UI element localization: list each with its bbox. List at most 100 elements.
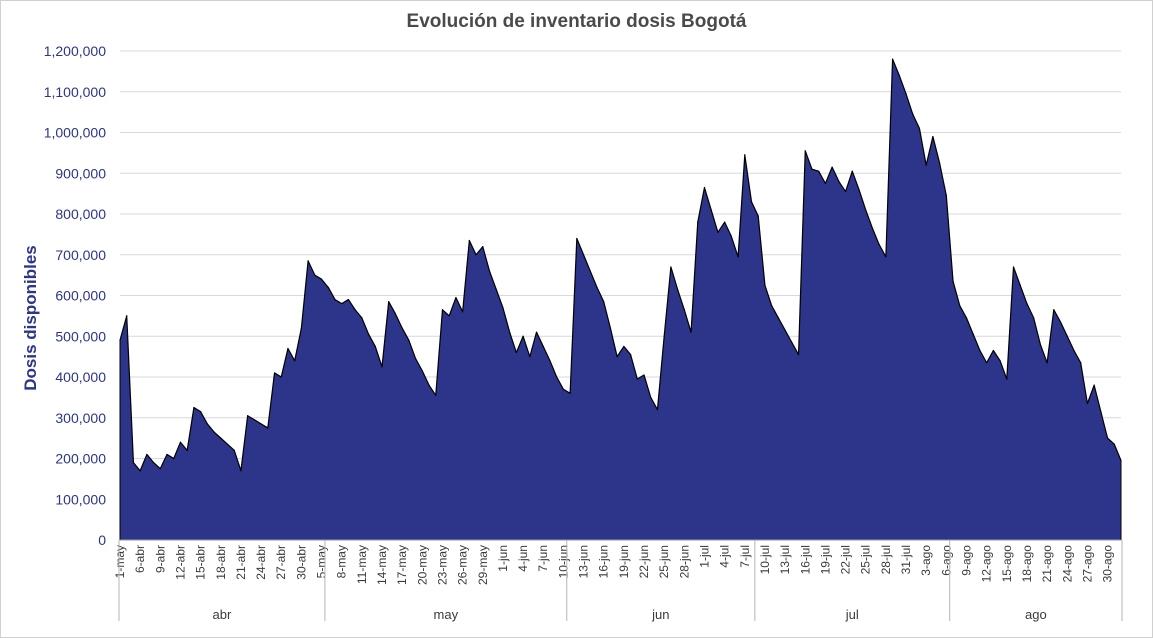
- x-tick-label: 16-jun: [597, 545, 611, 578]
- data-point: [697, 221, 699, 223]
- data-point: [831, 166, 833, 168]
- data-point: [354, 309, 356, 311]
- data-point: [636, 378, 638, 380]
- data-point: [173, 457, 175, 460]
- data-point: [287, 347, 289, 350]
- x-tick-label: 27-abr: [274, 545, 288, 580]
- x-tick-label: 30-ago: [1101, 545, 1115, 583]
- x-tick-label: 21-ago: [1040, 545, 1054, 583]
- data-point: [939, 162, 941, 164]
- data-point: [146, 453, 148, 456]
- data-point: [448, 315, 450, 317]
- data-point: [193, 406, 195, 409]
- data-point: [710, 209, 712, 211]
- x-tick-label: 1-jul: [697, 545, 711, 568]
- data-point: [784, 329, 786, 331]
- data-point: [771, 305, 773, 307]
- x-tick-label: 28-jun: [677, 545, 691, 578]
- data-point: [750, 201, 753, 203]
- y-tick-label: 800,000: [55, 206, 106, 222]
- x-tick-label: 15-ago: [1000, 545, 1014, 583]
- series-line: [119, 58, 1122, 472]
- data-point: [247, 415, 249, 417]
- data-point: [589, 270, 591, 272]
- data-point: [273, 372, 276, 374]
- data-point: [871, 227, 874, 229]
- data-point: [327, 286, 329, 288]
- x-tick-label: 26-may: [456, 545, 470, 585]
- data-point: [730, 235, 732, 238]
- data-point: [972, 333, 974, 335]
- x-tick-label: 5-may: [315, 545, 329, 578]
- data-point: [918, 127, 921, 130]
- x-tick-label: 20-may: [415, 545, 429, 585]
- x-tick-label: 22-jun: [637, 545, 651, 578]
- data-point: [891, 58, 894, 60]
- data-point: [1053, 309, 1055, 311]
- y-tick-label: 300,000: [55, 410, 106, 426]
- x-tick-label: 23-may: [435, 545, 449, 585]
- y-tick-label: 1,000,000: [44, 125, 106, 141]
- x-tick-label: 24-ago: [1060, 545, 1074, 583]
- data-point: [616, 356, 618, 358]
- month-group-label: ago: [1025, 607, 1047, 622]
- y-tick-label: 500,000: [55, 328, 106, 344]
- data-point: [1066, 335, 1068, 337]
- x-tick-label: 22-jul: [839, 545, 853, 574]
- x-tick-label: 12-ago: [980, 545, 994, 583]
- data-point: [603, 301, 605, 303]
- data-point: [777, 317, 779, 319]
- data-point: [656, 409, 659, 411]
- data-point: [361, 317, 363, 319]
- data-point: [965, 317, 968, 319]
- month-group-label: jun: [651, 607, 669, 622]
- data-point: [912, 113, 914, 115]
- x-tick-label: 9-ago: [959, 545, 973, 576]
- data-point: [979, 349, 981, 352]
- data-point: [663, 335, 665, 337]
- data-point: [347, 298, 350, 301]
- data-point: [408, 339, 410, 341]
- x-tick-label: 25-jul: [859, 545, 873, 574]
- data-point: [737, 256, 739, 258]
- data-point: [206, 423, 208, 425]
- data-point: [562, 388, 565, 390]
- data-point: [435, 394, 437, 396]
- y-tick-label: 400,000: [55, 369, 106, 385]
- x-tick-label: 25-jun: [657, 545, 671, 578]
- data-point: [724, 221, 726, 223]
- data-point: [475, 254, 477, 256]
- data-point: [233, 449, 235, 451]
- y-tick-label: 1,100,000: [44, 84, 106, 100]
- data-point: [1113, 443, 1115, 445]
- data-point: [1059, 321, 1062, 323]
- data-point: [865, 209, 867, 211]
- data-point: [905, 93, 907, 95]
- data-point: [804, 150, 806, 152]
- x-tick-label: 27-ago: [1080, 545, 1094, 583]
- data-point: [945, 195, 947, 197]
- data-point: [220, 437, 222, 439]
- x-tick-label: 1-may: [113, 545, 127, 578]
- data-point: [152, 461, 155, 464]
- data-point: [677, 288, 679, 290]
- data-point: [650, 396, 652, 398]
- data-point: [609, 327, 612, 329]
- data-point: [159, 468, 161, 470]
- x-tick-label: 1-jun: [496, 545, 510, 572]
- data-point: [1006, 378, 1008, 380]
- x-tick-label: 8-may: [335, 545, 349, 578]
- data-point: [623, 345, 625, 348]
- data-point: [267, 427, 269, 429]
- x-tick-label: 31-jul: [899, 545, 913, 574]
- data-point: [468, 239, 470, 242]
- data-point: [260, 423, 262, 425]
- data-point: [455, 296, 457, 299]
- data-point: [1019, 284, 1021, 286]
- data-point: [1106, 437, 1109, 439]
- data-point: [1026, 303, 1028, 305]
- x-tick-label: 18-abr: [214, 545, 228, 580]
- y-tick-label: 1,200,000: [44, 43, 106, 59]
